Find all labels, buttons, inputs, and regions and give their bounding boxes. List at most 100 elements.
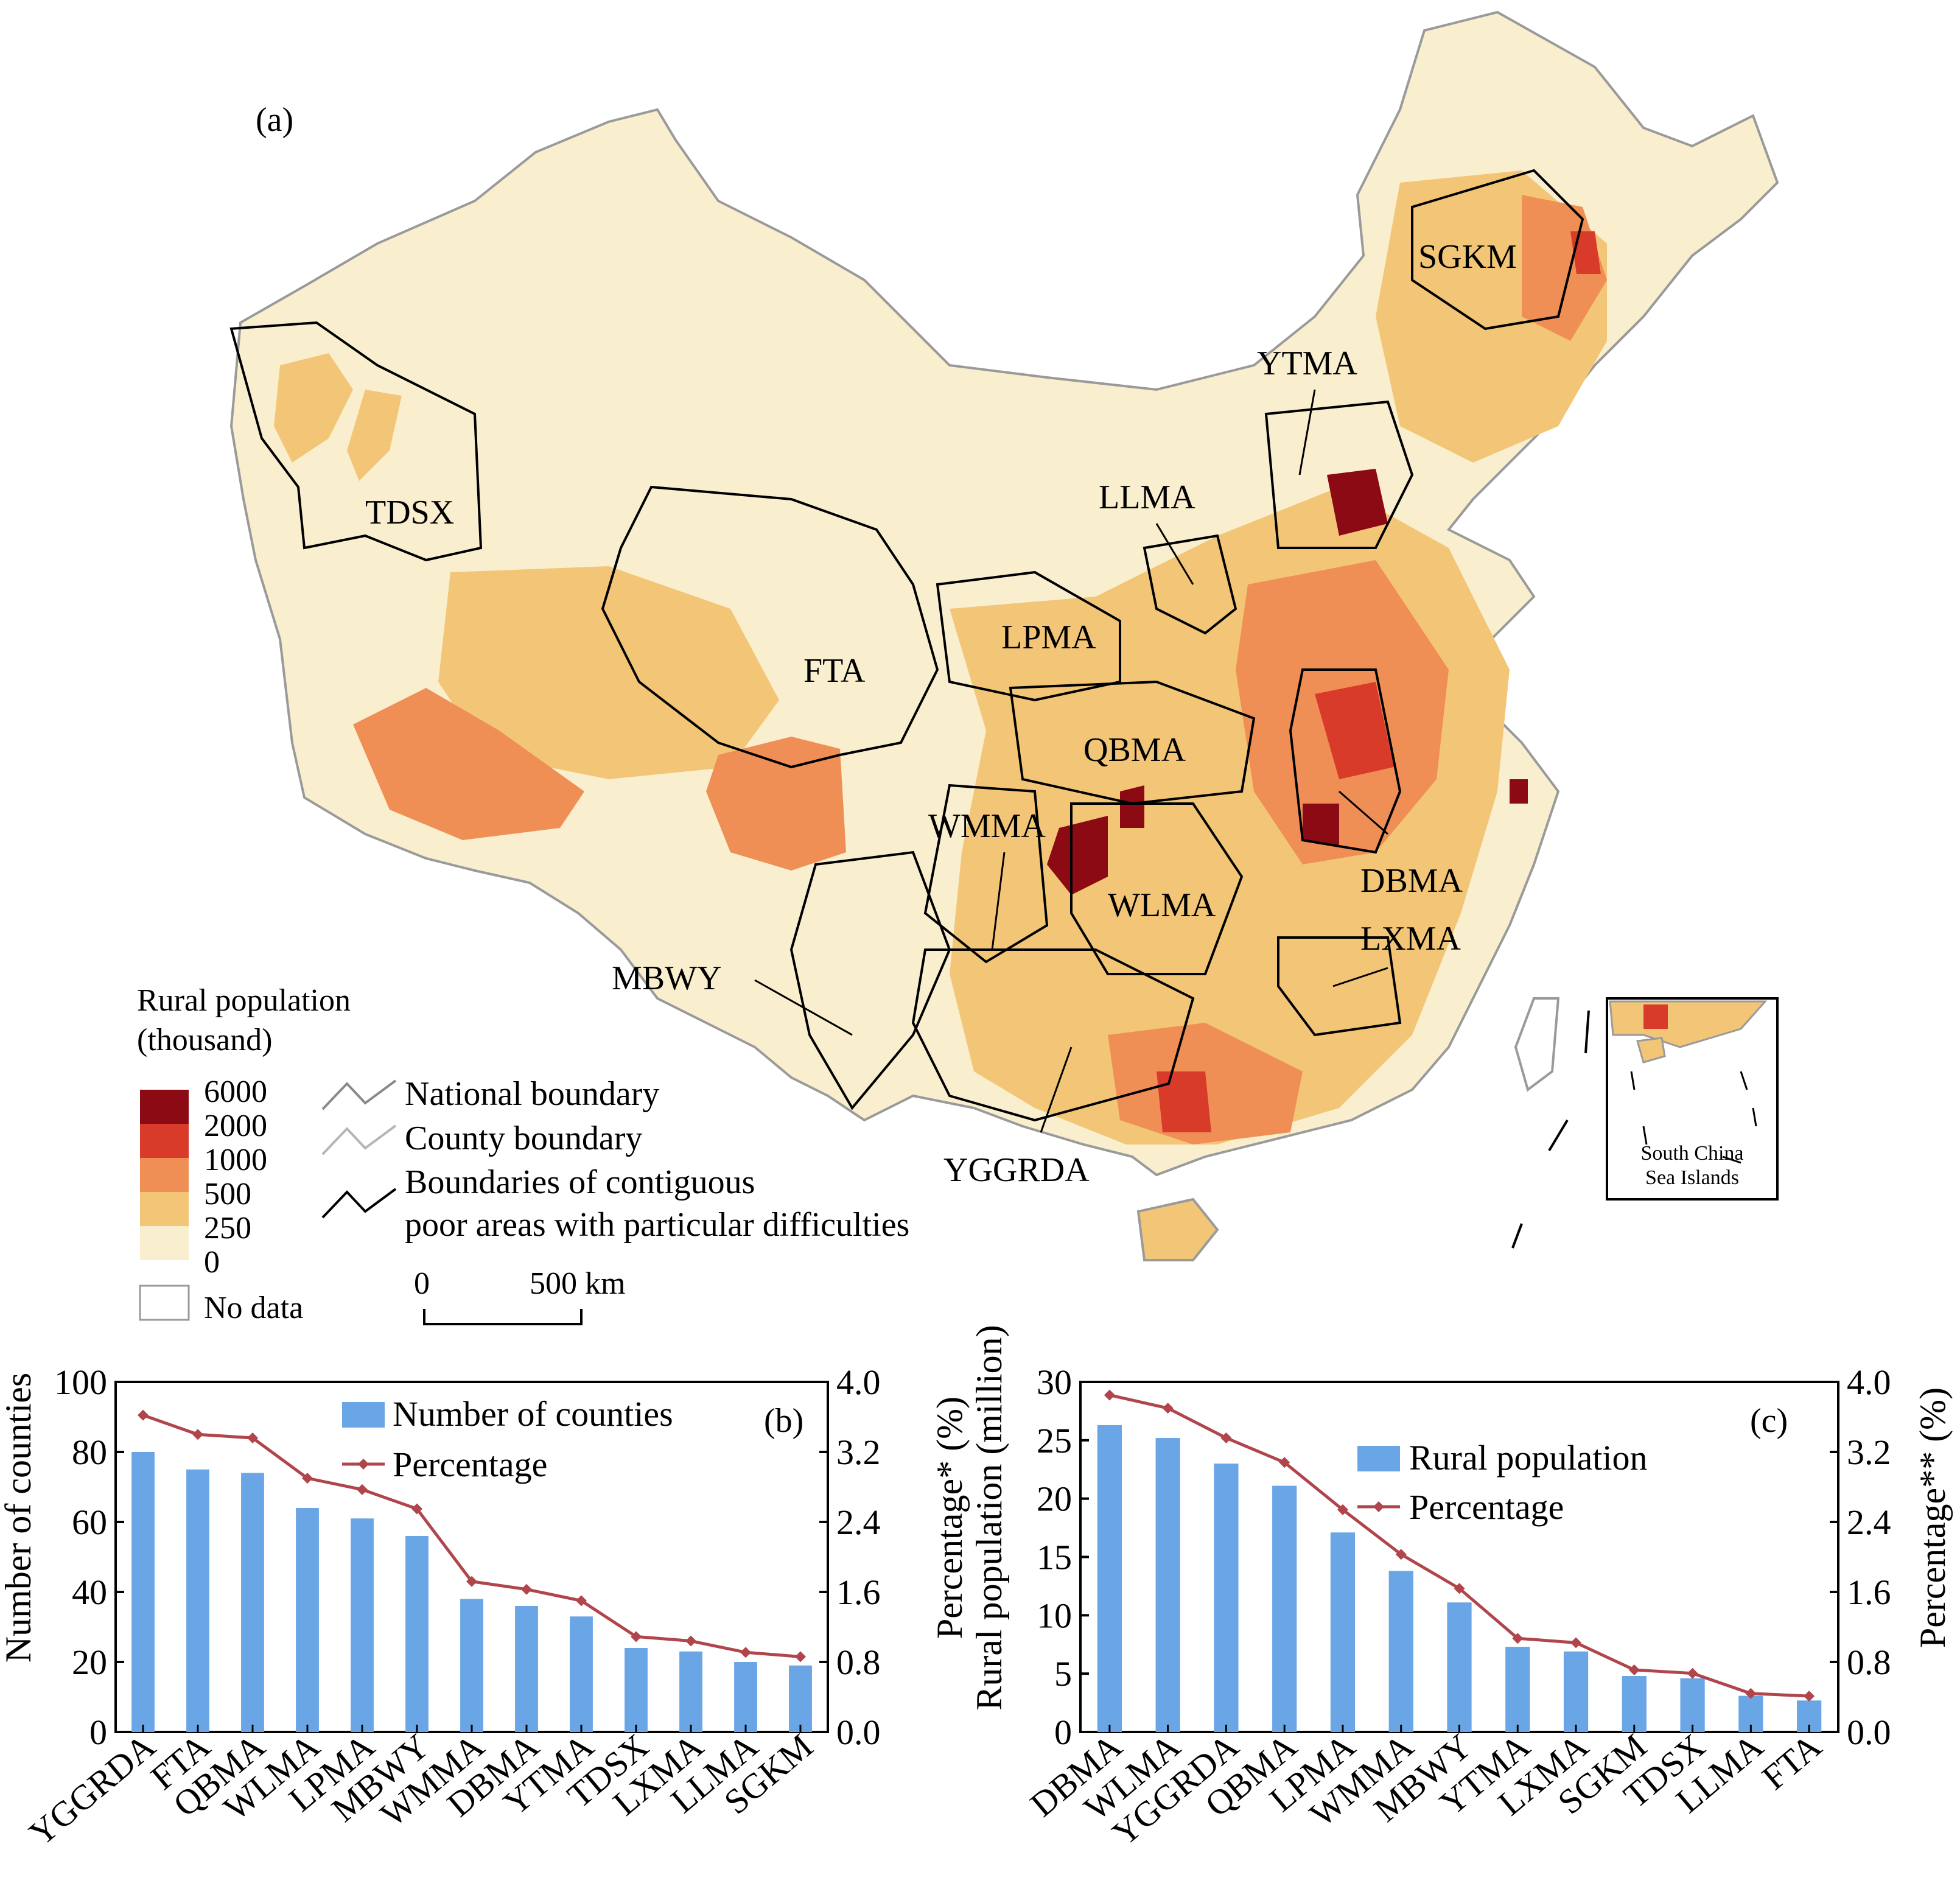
legend-label-county: County boundary xyxy=(405,1120,642,1157)
region-label-wlma: WLMA xyxy=(1108,886,1216,924)
chart-c-percentage-point-yggrda xyxy=(1220,1432,1232,1443)
hotspot-chongqing xyxy=(1047,816,1108,895)
chart-b-y2tick-label: 1.6 xyxy=(836,1572,881,1612)
chart-b-ytick-label: 20 xyxy=(72,1642,107,1682)
region-label-ytma: YTMA xyxy=(1257,345,1357,382)
boundary-qbma xyxy=(1009,680,1256,805)
legend-line-samples xyxy=(321,1079,397,1219)
chart-b-ytick-label: 80 xyxy=(72,1432,107,1472)
leader-yggrda xyxy=(1040,1046,1073,1133)
chart-b-legend-line-label: Percentage xyxy=(393,1445,547,1484)
chart-c-xtick-label-fta: FTA xyxy=(1754,1726,1829,1797)
chart-c-bar-dbma xyxy=(1097,1425,1122,1732)
legend-swatch-250 xyxy=(140,1226,189,1260)
chart-c-bar-sgkm xyxy=(1622,1676,1647,1732)
chart-c-percentage-point-lpma xyxy=(1337,1504,1348,1515)
chart-b-plot: 0204060801000.00.81.62.43.24.0YGGRDAFTAQ… xyxy=(22,1362,881,1853)
leader-dbma xyxy=(1339,790,1388,835)
region-label-dbma: DBMA xyxy=(1360,862,1463,900)
chart-c-percentage-point-llma xyxy=(1745,1688,1757,1699)
map-legend: Rural population (thousand) 6000 2000 10… xyxy=(137,983,909,1325)
chart-b-percentage-point-lxma xyxy=(685,1635,696,1647)
region-label-lxma: LXMA xyxy=(1360,920,1461,958)
chart-c-bar-wmma xyxy=(1388,1571,1413,1732)
chart-b-y2tick-label: 3.2 xyxy=(836,1432,881,1472)
nine-dash-line-segments xyxy=(1511,1010,1590,1249)
poor-area-boundaries xyxy=(229,169,1584,1122)
inset-nine-dash xyxy=(1630,1071,1757,1164)
legend-swatch-1000 xyxy=(140,1158,189,1192)
chart-c-panel-label: (c) xyxy=(1750,1402,1788,1440)
region-band-500-east xyxy=(706,737,846,871)
chart-b-percentage-point-fta xyxy=(192,1429,203,1440)
scale-bar-line xyxy=(423,1309,583,1325)
boundary-fta xyxy=(601,485,939,769)
chart-b-ytick-label: 60 xyxy=(72,1502,107,1542)
legend-title-line1: Rural population xyxy=(137,983,351,1018)
chart-b-y2label: Percentage* (%) xyxy=(929,1397,970,1639)
legend-break-2000: 2000 xyxy=(204,1109,267,1143)
chart-c-bar-lxma xyxy=(1563,1651,1589,1732)
leader-wmma xyxy=(991,852,1006,950)
chart-b-bar-wmma xyxy=(460,1599,483,1732)
chart-c-ytick-label: 25 xyxy=(1037,1421,1072,1460)
chart-b-legend-bar-swatch xyxy=(342,1402,385,1428)
boundary-llma xyxy=(1143,534,1237,635)
chart-c-ylabel: Rural population (million) xyxy=(969,1325,1009,1710)
legend-break-250: 250 xyxy=(204,1211,251,1246)
chart-c-ytick-label: 10 xyxy=(1037,1596,1072,1635)
region-label-yggrda: YGGRDA xyxy=(943,1151,1090,1189)
chart-b-legend-bar-label: Number of counties xyxy=(393,1394,673,1434)
legend-breaks: 6000 2000 1000 500 250 0 xyxy=(204,1074,267,1280)
boundary-ytma xyxy=(1264,400,1414,549)
chart-b-percentage-point-llma xyxy=(740,1647,751,1658)
legend-break-6000: 6000 xyxy=(204,1074,267,1109)
chart-b-bar-lxma xyxy=(679,1651,702,1732)
region-band-500-west xyxy=(353,688,584,840)
legend-swatch-2000 xyxy=(140,1124,189,1158)
leader-mbwy xyxy=(754,979,853,1036)
chart-b-bar-lpma xyxy=(351,1518,374,1732)
chart-c-y2tick-label: 1.6 xyxy=(1847,1572,1891,1612)
chart-b-y2tick-label: 0.0 xyxy=(836,1712,881,1752)
legend-break-0: 0 xyxy=(204,1245,220,1280)
chart-b-bar-yggrda xyxy=(131,1452,155,1732)
chart-c-bar-lpma xyxy=(1330,1532,1356,1732)
leader-lines xyxy=(754,389,1388,1133)
boundary-tdsx xyxy=(229,321,483,562)
hotspot-henan xyxy=(1303,804,1339,846)
boundary-mbwy xyxy=(789,850,951,1110)
chart-c-legend: Rural population Percentage xyxy=(1357,1438,1647,1527)
hotspot-1000-a xyxy=(1315,682,1394,779)
inset-label-line1: South China xyxy=(1640,1142,1743,1165)
chart-c-bar-tdsx xyxy=(1680,1678,1705,1732)
region-band-xinjiang-2 xyxy=(347,390,402,481)
chart-c-y2label: Percentage** (%) xyxy=(1913,1387,1953,1648)
chart-b-legend-line-marker xyxy=(358,1459,369,1470)
china-map: TDSX FTA LPMA LLMA YTMA SGKM QBMA WMMA W… xyxy=(137,10,1779,1325)
chart-b-percentage-point-ytma xyxy=(576,1595,587,1607)
region-label-wmma: WMMA xyxy=(928,807,1046,845)
legend-line-county xyxy=(321,1124,397,1155)
chart-b-bar-llma xyxy=(734,1662,757,1732)
chart-c-percentage-point-fta xyxy=(1804,1691,1815,1702)
chart-c-percentage-point-wlma xyxy=(1162,1403,1174,1414)
chart-c-legend-line-label: Percentage xyxy=(1409,1487,1564,1527)
scale-bar-start: 0 xyxy=(414,1266,430,1301)
boundary-wmma xyxy=(923,783,1049,964)
chart-b-bar-wlma xyxy=(296,1508,319,1732)
legend-label-poor-line1: Boundaries of contiguous xyxy=(405,1163,755,1201)
legend-label-poor-line2: poor areas with particular difficulties xyxy=(405,1206,909,1244)
chart-c-bar-yggrda xyxy=(1214,1464,1239,1732)
chart-c-legend-line-marker xyxy=(1373,1501,1384,1512)
legend-break-1000: 1000 xyxy=(204,1143,267,1177)
chart-b-bar-ytma xyxy=(570,1616,593,1732)
legend-swatch-no-data xyxy=(139,1285,190,1321)
chart-c-percentage-point-lxma xyxy=(1570,1637,1582,1649)
chart-b-ylabel: Number of counties xyxy=(0,1373,38,1663)
chart-b-ytick-label: 0 xyxy=(89,1712,107,1752)
chart-b-percentage-point-wmma xyxy=(466,1576,477,1587)
chart-b-percentage-point-tdsx xyxy=(631,1631,642,1642)
legend-line-poor-area xyxy=(321,1188,397,1219)
